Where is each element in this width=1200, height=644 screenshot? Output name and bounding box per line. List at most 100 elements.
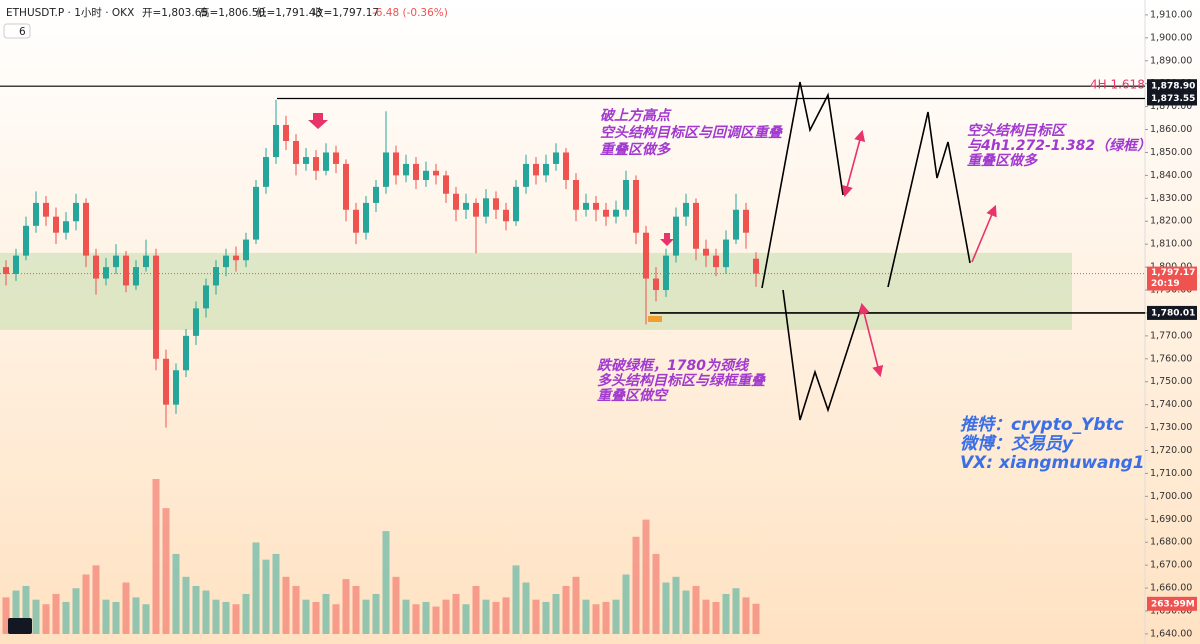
volume-bar (362, 599, 370, 634)
y-tick-label: 1,660.00 (1150, 583, 1192, 594)
candle-body (143, 255, 149, 268)
candle-body (723, 239, 729, 268)
candle-body (663, 255, 669, 291)
volume-bar (32, 599, 40, 634)
candle-body (753, 258, 759, 274)
y-tick-label: 1,730.00 (1150, 422, 1192, 433)
candle-body (573, 179, 579, 210)
candle-body (713, 255, 719, 268)
candle-body (113, 255, 119, 268)
volume-bar (632, 536, 640, 634)
level-tag-label: 1,780.01 (1151, 308, 1195, 318)
candle-body (453, 193, 459, 210)
countdown: 20:19 (1151, 279, 1180, 289)
volume-bar (622, 574, 630, 634)
candle-body (203, 285, 209, 309)
candle-body (533, 163, 539, 176)
annotation: 跌破绿框，1780为颈线 (597, 357, 750, 374)
candle-body (93, 255, 99, 279)
candle-body (703, 248, 709, 256)
volume-bar (692, 585, 700, 634)
y-tick-label: 1,870.00 (1150, 101, 1192, 112)
volume-bar (272, 553, 280, 634)
volume-bar (562, 585, 570, 634)
y-tick-label: 1,860.00 (1150, 124, 1192, 135)
candle-body (553, 152, 559, 164)
volume-bar (332, 604, 340, 634)
candle-body (163, 358, 169, 405)
candle-body (503, 209, 509, 222)
volume-bar (372, 593, 380, 634)
y-tick-label: 1,680.00 (1150, 537, 1192, 548)
zone (0, 252, 1072, 330)
candle-body (123, 255, 129, 286)
arrow (858, 302, 884, 378)
candle-body (593, 202, 599, 210)
arrows (308, 113, 997, 378)
candle-body (483, 198, 489, 217)
volume-bar (282, 576, 290, 634)
volume-bar (2, 597, 10, 634)
ohlc-low: 低=1,791.43 (256, 6, 322, 19)
candle-body (293, 140, 299, 164)
volume-bar (592, 604, 600, 634)
volume-tag (1147, 596, 1197, 611)
volume-bar (442, 599, 450, 634)
indicator-count: 6 (19, 26, 26, 38)
volume-bar (42, 604, 50, 634)
candle-body (73, 202, 79, 222)
candle-body (313, 157, 319, 171)
candle-body (213, 267, 219, 286)
volume-bar (722, 593, 730, 634)
y-tick-label: 1,750.00 (1150, 376, 1192, 387)
volume-tag-label: 263.99M (1151, 599, 1195, 609)
projection-path (887, 111, 971, 288)
volume-bar (122, 582, 130, 634)
y-tick-label: 1,710.00 (1150, 468, 1192, 479)
candle-body (613, 209, 619, 217)
candle-body (673, 216, 679, 256)
volume-bar (712, 601, 720, 634)
candle-body (353, 209, 359, 233)
volume-bar (342, 579, 350, 634)
candle-body (323, 152, 329, 171)
y-tick-label: 1,890.00 (1150, 55, 1192, 66)
y-tick-label: 1,910.00 (1150, 9, 1192, 20)
candle-body (433, 170, 439, 176)
volume-bar (552, 593, 560, 634)
volume-bar (512, 565, 520, 634)
candle-body (43, 202, 49, 217)
volume-bar (472, 585, 480, 634)
y-tick-label: 1,900.00 (1150, 32, 1192, 43)
volume-bar (22, 585, 30, 634)
candle-body (253, 186, 259, 240)
annotation: 空头结构目标区与回调区重叠 (600, 124, 784, 141)
level-tag-label: 1,878.90 (1151, 82, 1195, 92)
volume-bar (232, 604, 240, 634)
volume-bar (662, 582, 670, 634)
candle-body (463, 202, 469, 210)
y-tick-label: 1,720.00 (1150, 445, 1192, 456)
annotation: 空头结构目标区 (967, 122, 1068, 139)
indicator-toggle[interactable] (3, 23, 31, 39)
volume-bar (182, 576, 190, 634)
volume-bar (522, 582, 530, 634)
volume-bar (652, 553, 660, 634)
annotation: 推特：crypto_Ybtc (960, 415, 1124, 435)
level-name: 4H 1.618 (1090, 78, 1145, 92)
volume-bar (72, 588, 80, 634)
annotation: 重叠区做空 (597, 387, 669, 404)
candle-body (583, 202, 589, 210)
candle-body (63, 221, 69, 233)
volume-bar (202, 590, 210, 634)
volume-bar (432, 606, 440, 634)
ohlc-close: 收=1,797.17 (313, 6, 379, 19)
volume-bar (532, 599, 540, 634)
symbol: ETHUSDT.P · 1小时 · OKX (6, 7, 134, 19)
volume-bar (412, 604, 420, 634)
volume-bar (132, 597, 140, 634)
y-tick-label: 1,810.00 (1150, 239, 1192, 250)
volume-bar (462, 604, 470, 634)
candle-body (603, 209, 609, 217)
